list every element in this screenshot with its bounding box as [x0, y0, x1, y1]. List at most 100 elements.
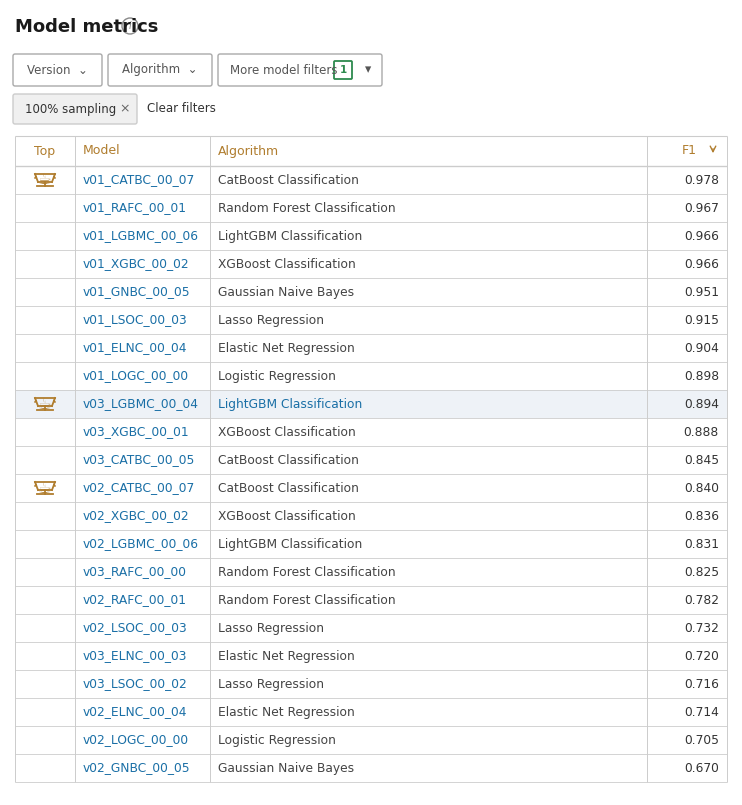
Text: v02_GNBC_00_05: v02_GNBC_00_05: [83, 762, 191, 774]
Text: v03_CATBC_00_05: v03_CATBC_00_05: [83, 453, 195, 467]
Bar: [15, 586, 727, 614]
Text: Random Forest Classification: Random Forest Classification: [218, 565, 395, 579]
Text: XGBoost Classification: XGBoost Classification: [218, 426, 355, 439]
Bar: [15, 754, 727, 782]
Text: v03_ELNC_00_03: v03_ELNC_00_03: [83, 650, 188, 663]
Text: Model metrics: Model metrics: [15, 18, 158, 36]
Text: v02_ELNC_00_04: v02_ELNC_00_04: [83, 705, 188, 719]
Text: 0.904: 0.904: [684, 341, 719, 354]
Text: v01_LOGC_00_00: v01_LOGC_00_00: [83, 369, 189, 382]
Text: ☕: ☕: [38, 481, 52, 496]
Text: LightGBM Classification: LightGBM Classification: [218, 538, 362, 551]
Bar: [15, 726, 727, 754]
Bar: [15, 362, 727, 390]
Text: 0.966: 0.966: [684, 258, 719, 270]
Text: Algorithm  ⌄: Algorithm ⌄: [122, 64, 198, 76]
Bar: [15, 502, 727, 530]
Text: 0.720: 0.720: [684, 650, 719, 663]
Text: 100% sampling: 100% sampling: [25, 102, 116, 115]
Text: Clear filters: Clear filters: [147, 102, 216, 115]
Bar: [15, 222, 727, 250]
FancyBboxPatch shape: [334, 61, 352, 79]
Text: XGBoost Classification: XGBoost Classification: [218, 258, 355, 270]
Text: Elastic Net Regression: Elastic Net Regression: [218, 650, 355, 663]
Text: XGBoost Classification: XGBoost Classification: [218, 510, 355, 522]
Bar: [15, 278, 727, 306]
Bar: [15, 166, 727, 194]
Text: F1: F1: [682, 145, 697, 158]
Text: v03_RAFC_00_00: v03_RAFC_00_00: [83, 565, 187, 579]
Text: 0.888: 0.888: [683, 426, 719, 439]
Text: 0.967: 0.967: [684, 201, 719, 214]
Text: ×: ×: [119, 102, 131, 115]
Text: CatBoost Classification: CatBoost Classification: [218, 174, 359, 187]
Text: Lasso Regression: Lasso Regression: [218, 678, 324, 691]
Text: Elastic Net Regression: Elastic Net Regression: [218, 705, 355, 719]
Bar: [15, 642, 727, 670]
Text: v02_RAFC_00_01: v02_RAFC_00_01: [83, 593, 187, 606]
FancyBboxPatch shape: [218, 54, 382, 86]
FancyBboxPatch shape: [13, 54, 102, 86]
Text: v01_LSOC_00_03: v01_LSOC_00_03: [83, 313, 188, 327]
Text: 0.732: 0.732: [684, 621, 719, 634]
Text: ☕: ☕: [38, 397, 52, 411]
Text: Gaussian Naive Bayes: Gaussian Naive Bayes: [218, 762, 354, 774]
Text: Gaussian Naive Bayes: Gaussian Naive Bayes: [218, 286, 354, 299]
Text: 0.898: 0.898: [684, 369, 719, 382]
Text: v01_GNBC_00_05: v01_GNBC_00_05: [83, 286, 191, 299]
Bar: [15, 390, 727, 418]
Text: v01_ELNC_00_04: v01_ELNC_00_04: [83, 341, 188, 354]
Bar: [15, 306, 727, 334]
Text: v03_LSOC_00_02: v03_LSOC_00_02: [83, 678, 188, 691]
FancyBboxPatch shape: [13, 94, 137, 124]
Bar: [15, 334, 727, 362]
Bar: [15, 530, 727, 558]
Text: 0.825: 0.825: [684, 565, 719, 579]
Text: More model filters: More model filters: [230, 64, 338, 76]
Bar: [15, 670, 727, 698]
Text: 0.966: 0.966: [684, 229, 719, 242]
Text: v02_LOGC_00_00: v02_LOGC_00_00: [83, 733, 189, 746]
Text: CatBoost Classification: CatBoost Classification: [218, 453, 359, 467]
Bar: [15, 614, 727, 642]
Bar: [15, 698, 727, 726]
Text: LightGBM Classification: LightGBM Classification: [218, 398, 362, 411]
Text: Version  ⌄: Version ⌄: [27, 64, 88, 76]
Text: v02_LGBMC_00_06: v02_LGBMC_00_06: [83, 538, 199, 551]
Text: Lasso Regression: Lasso Regression: [218, 313, 324, 327]
Text: Logistic Regression: Logistic Regression: [218, 733, 336, 746]
Text: 0.705: 0.705: [684, 733, 719, 746]
Text: v01_LGBMC_00_06: v01_LGBMC_00_06: [83, 229, 199, 242]
Bar: [15, 194, 727, 222]
Text: 0.840: 0.840: [684, 481, 719, 494]
Bar: [15, 136, 727, 166]
Text: 0.894: 0.894: [684, 398, 719, 411]
Text: 0.836: 0.836: [684, 510, 719, 522]
Text: Lasso Regression: Lasso Regression: [218, 621, 324, 634]
Bar: [15, 446, 727, 474]
Text: 0.978: 0.978: [684, 174, 719, 187]
Text: 0.716: 0.716: [684, 678, 719, 691]
Text: Random Forest Classification: Random Forest Classification: [218, 201, 395, 214]
Text: v02_XGBC_00_02: v02_XGBC_00_02: [83, 510, 190, 522]
Text: 0.782: 0.782: [684, 593, 719, 606]
Bar: [15, 418, 727, 446]
Text: i: i: [128, 21, 131, 31]
Text: v01_RAFC_00_01: v01_RAFC_00_01: [83, 201, 187, 214]
Text: v03_XGBC_00_01: v03_XGBC_00_01: [83, 426, 190, 439]
Text: v02_LSOC_00_03: v02_LSOC_00_03: [83, 621, 188, 634]
Text: 0.951: 0.951: [684, 286, 719, 299]
Text: v01_XGBC_00_02: v01_XGBC_00_02: [83, 258, 190, 270]
Text: 0.670: 0.670: [684, 762, 719, 774]
Text: LightGBM Classification: LightGBM Classification: [218, 229, 362, 242]
Text: Random Forest Classification: Random Forest Classification: [218, 593, 395, 606]
Text: ☕: ☕: [38, 172, 52, 188]
Text: ▾: ▾: [365, 64, 371, 76]
Text: Elastic Net Regression: Elastic Net Regression: [218, 341, 355, 354]
Text: 0.831: 0.831: [684, 538, 719, 551]
Bar: [15, 558, 727, 586]
Bar: [15, 474, 727, 502]
Text: v03_LGBMC_00_04: v03_LGBMC_00_04: [83, 398, 199, 411]
Text: Algorithm: Algorithm: [218, 145, 279, 158]
Text: Logistic Regression: Logistic Regression: [218, 369, 336, 382]
